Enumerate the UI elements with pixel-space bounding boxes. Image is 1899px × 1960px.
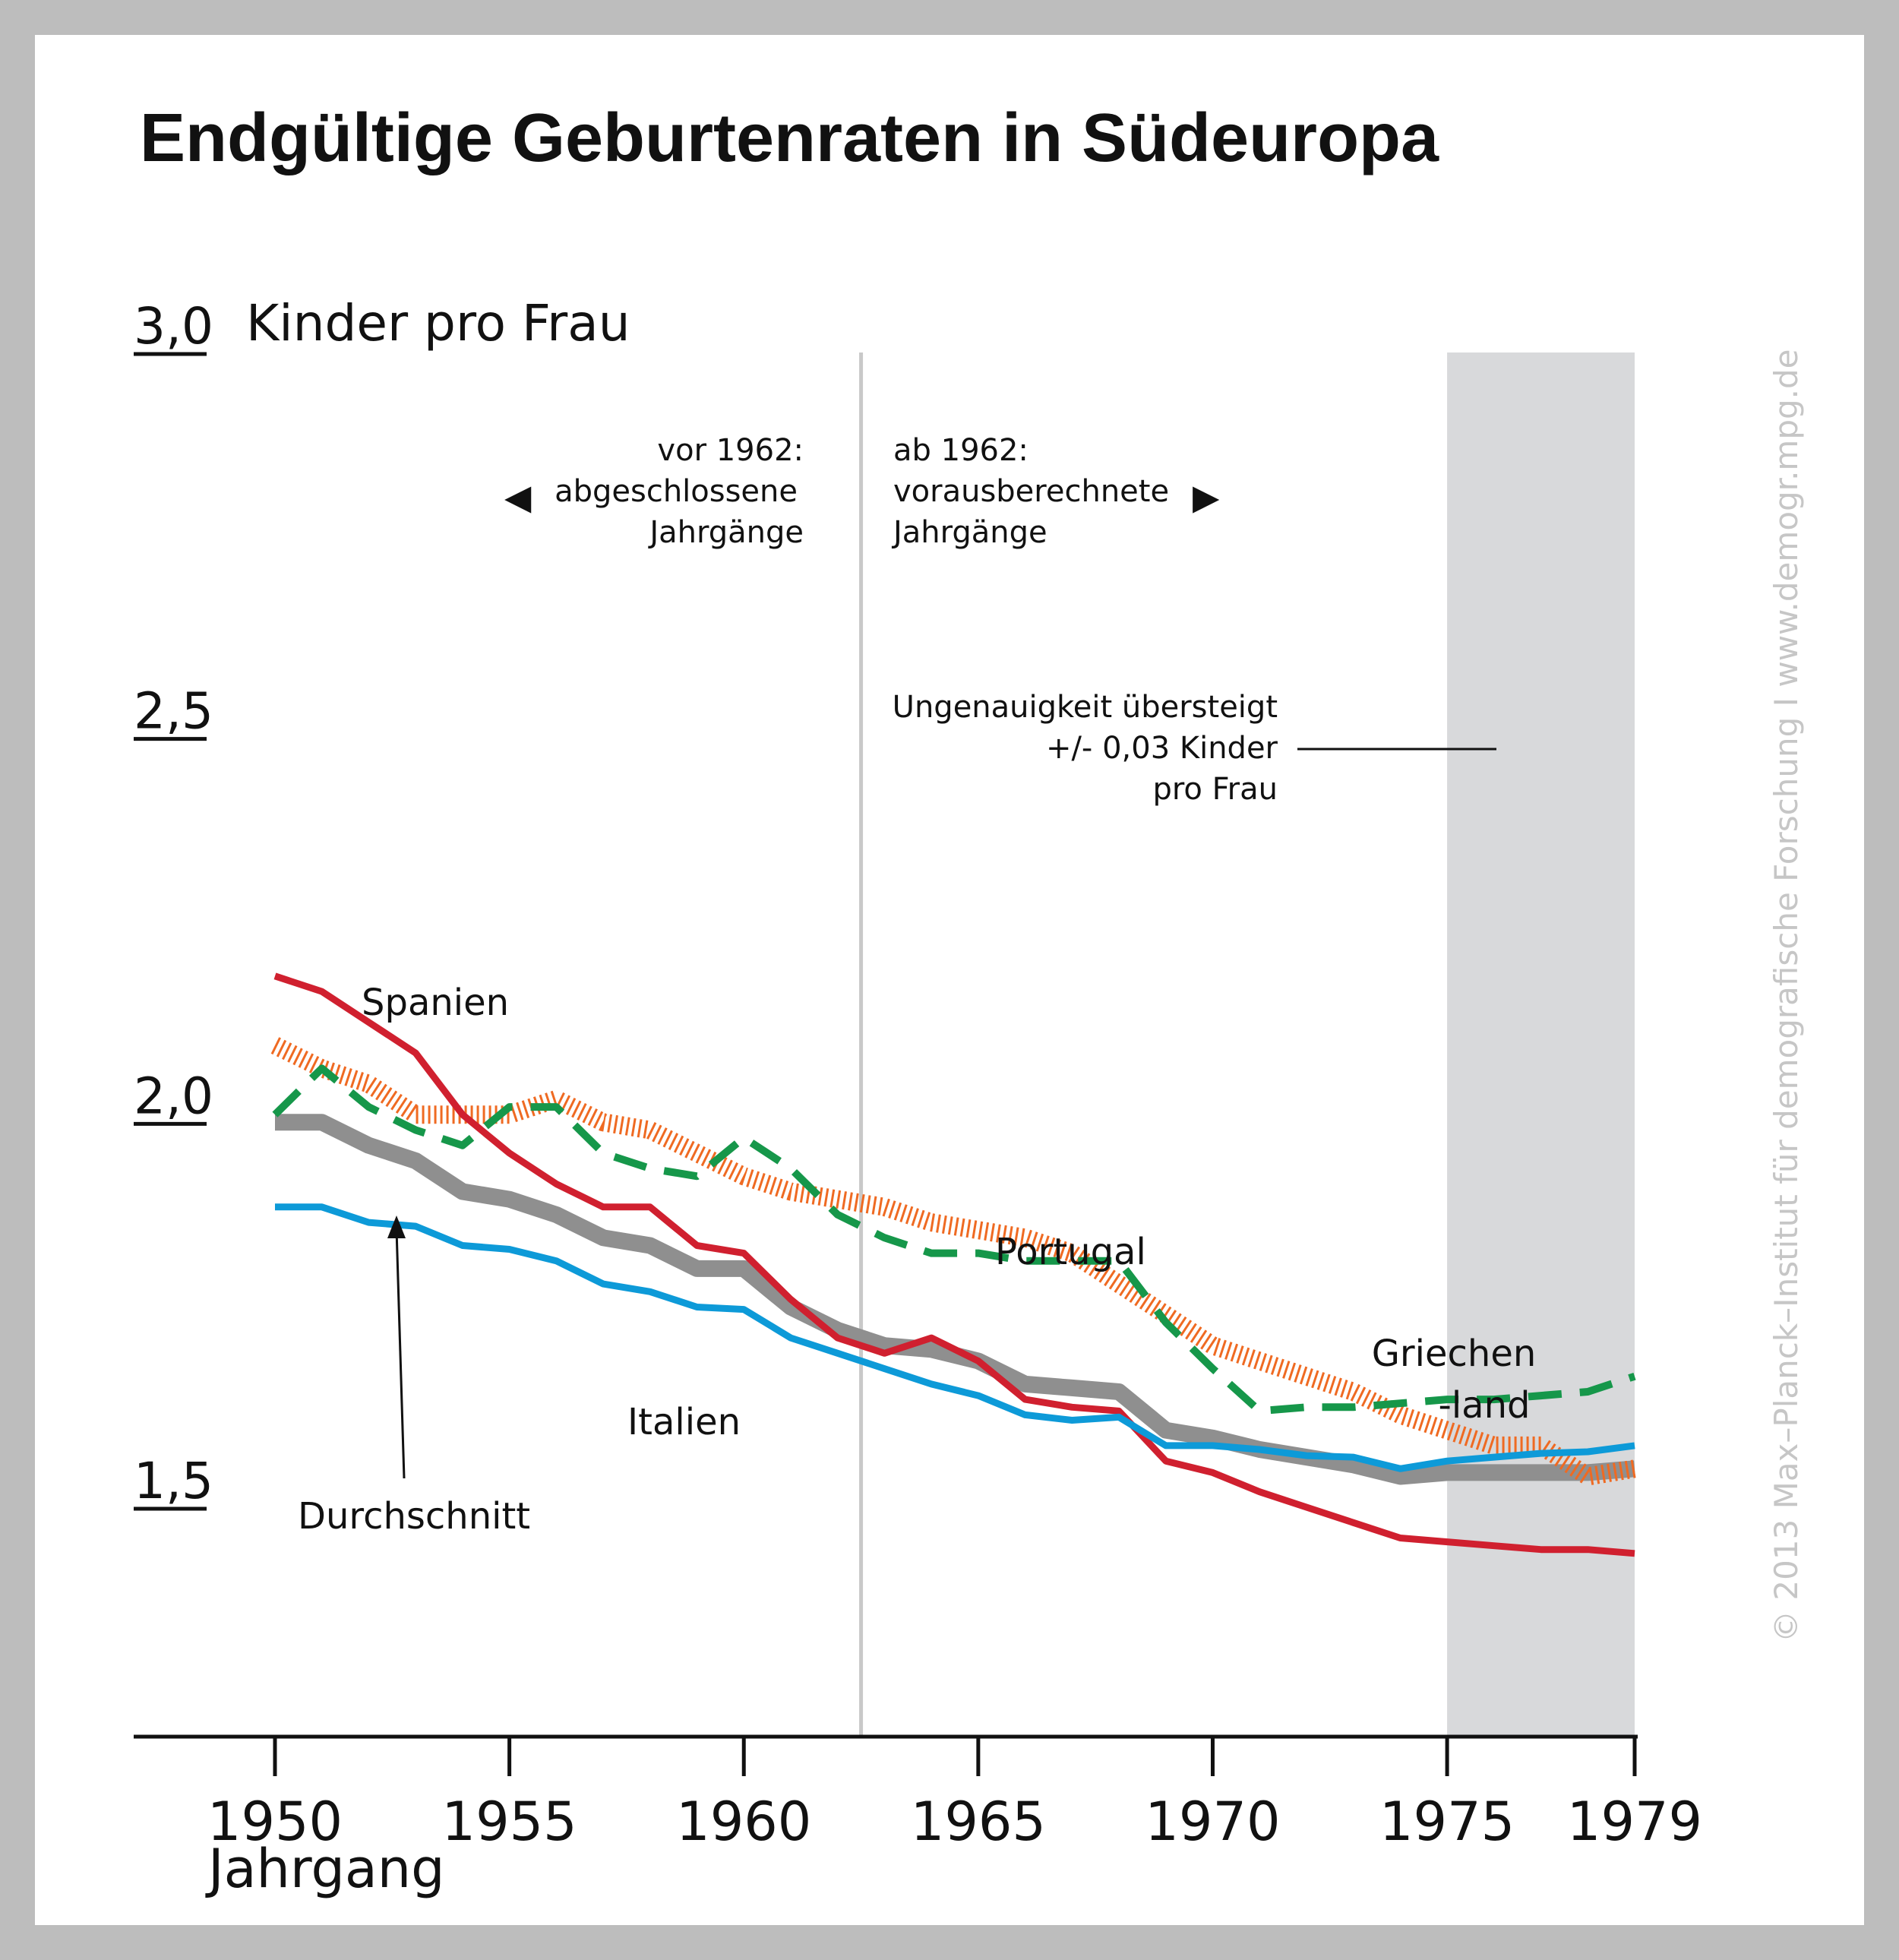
x-tick-label: 1970 — [1145, 1791, 1280, 1853]
uncertainty-shaded-region — [1447, 352, 1635, 1737]
annotation-uncertainty: Ungenauigkeit übersteigt +/- 0,03 Kinder… — [893, 690, 1496, 807]
durchschnitt-arrow-line — [395, 1228, 406, 1479]
x-tick-label: 1979 — [1567, 1791, 1702, 1853]
label-italien: Italien — [627, 1401, 741, 1443]
after-line-1: ab 1962: — [893, 433, 1028, 468]
x-axis-label: Jahrgang — [205, 1838, 445, 1900]
uncertainty-line-1: Ungenauigkeit übersteigt — [893, 690, 1278, 725]
x-tick-label: 1960 — [676, 1791, 811, 1853]
label-durchschnitt: Durchschnitt — [298, 1495, 530, 1538]
series-line-portugal — [270, 1037, 1636, 1486]
y-tick-label: 2,0 — [134, 1067, 213, 1125]
after-line-2: vorausberechnete — [893, 474, 1169, 509]
series-line-durchschnitt — [275, 1114, 1635, 1485]
x-tick-group: 1950 1955 1960 1965 1970 1975 1979 — [207, 1737, 1702, 1853]
label-griechenland-2: -land — [1439, 1384, 1531, 1427]
y-tick-label: 3,0 — [134, 297, 213, 356]
label-griechenland-1: Griechen — [1372, 1332, 1537, 1375]
chart-title: Endgültige Geburtenraten in Südeuropa — [140, 100, 1439, 176]
chart-svg: Endgültige Geburtenraten in Südeuropa Ki… — [134, 100, 1805, 1900]
chart-panel: Endgültige Geburtenraten in Südeuropa Ki… — [35, 35, 1864, 1925]
uncertainty-line-2: +/- 0,03 Kinder — [1046, 731, 1278, 766]
y-tick-label: 2,5 — [134, 682, 213, 741]
y-axis-label: Kinder pro Frau — [246, 294, 630, 352]
durchschnitt-arrow-icon — [387, 1216, 406, 1238]
y-tick-group: 3,0 2,5 2,0 1,5 — [134, 297, 213, 1511]
label-spanien: Spanien — [362, 982, 509, 1024]
x-tick-label: 1955 — [442, 1791, 577, 1853]
y-tick-label: 1,5 — [134, 1452, 213, 1510]
series-line-spanien — [273, 972, 1635, 1557]
x-tick-label: 1975 — [1379, 1791, 1515, 1853]
after-line-3: Jahrgänge — [891, 515, 1047, 550]
right-arrow-icon: ▶ — [1193, 476, 1220, 517]
series-layer — [270, 972, 1636, 1557]
before-line-3: Jahrgänge — [647, 515, 804, 550]
left-arrow-icon: ◀ — [504, 476, 532, 517]
uncertainty-line-3: pro Frau — [1152, 772, 1278, 807]
x-tick-label: 1950 — [207, 1791, 343, 1853]
x-tick-label: 1965 — [911, 1791, 1046, 1853]
annotation-before-1962: vor 1962: abgeschlossene Jahrgänge ◀ — [504, 433, 804, 550]
annotation-after-1962: ab 1962: vorausberechnete Jahrgänge ▶ — [891, 433, 1220, 550]
series-line-italien — [275, 1203, 1635, 1472]
before-line-2: abgeschlossene — [555, 474, 798, 509]
before-line-1: vor 1962: — [657, 433, 804, 468]
credit-text: © 2013 Max–Planck–Institut für demografi… — [1768, 349, 1805, 1642]
label-portugal: Portugal — [995, 1231, 1146, 1273]
series-line-griechenland — [272, 1064, 1636, 1415]
